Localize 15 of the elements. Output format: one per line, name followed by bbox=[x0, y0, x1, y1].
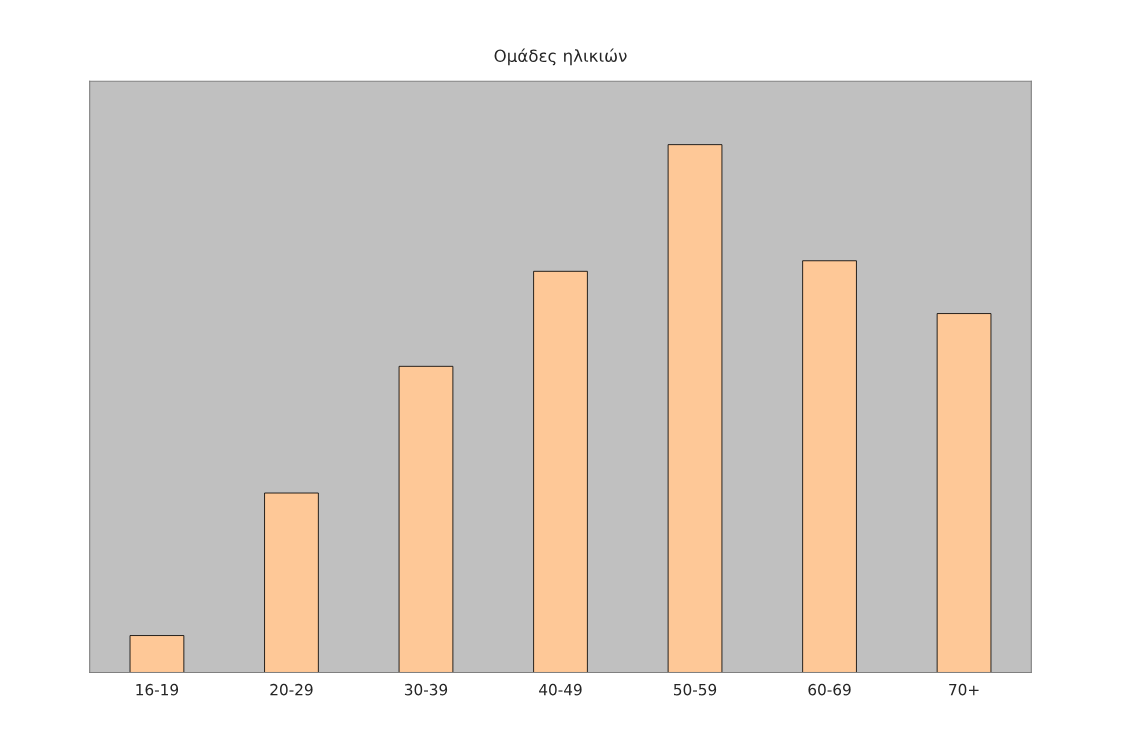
bar bbox=[936, 313, 992, 673]
bar bbox=[533, 270, 588, 673]
chart-title: Ομάδες ηλικιών bbox=[494, 48, 627, 66]
bar bbox=[667, 144, 723, 673]
x-tick-label: 50-59 bbox=[674, 683, 717, 696]
x-tick-label: 30-39 bbox=[404, 683, 448, 696]
x-tick-label: 40-49 bbox=[539, 683, 582, 696]
bar bbox=[129, 635, 185, 673]
bar bbox=[264, 492, 319, 673]
x-tick-label: 60-69 bbox=[808, 683, 851, 696]
bar bbox=[802, 260, 857, 673]
x-tick-label: 20-29 bbox=[270, 683, 313, 696]
x-tick-label: 16-19 bbox=[136, 683, 179, 696]
bar bbox=[398, 365, 454, 673]
x-tick-label: 70+ bbox=[949, 683, 979, 696]
